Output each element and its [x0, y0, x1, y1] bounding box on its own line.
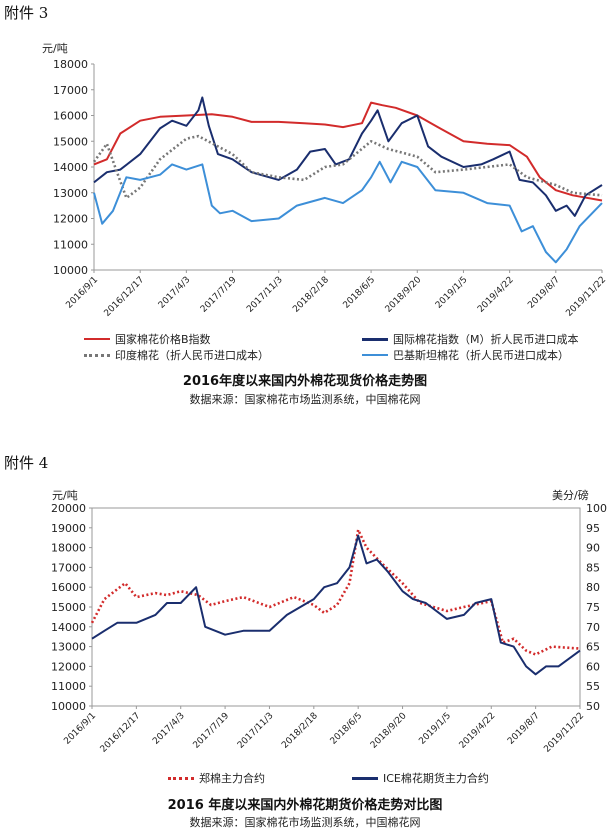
- x-tick-label: 2017/4/3: [151, 711, 187, 747]
- legend-label: 印度棉花（折人民币进口成本）: [115, 349, 269, 362]
- y-tick-label: 13000: [51, 641, 86, 654]
- x-tick-label: 2019/11/22: [542, 711, 586, 755]
- y-tick-label: 14000: [53, 161, 88, 174]
- y-axis-unit-right: 美分/磅: [552, 489, 589, 502]
- y-right-tick-label: 85: [586, 561, 600, 574]
- series-line: [90, 528, 581, 656]
- y-tick-label: 18000: [53, 58, 88, 71]
- y-tick-label: 17000: [51, 561, 86, 574]
- y-axis-unit: 元/吨: [52, 489, 78, 502]
- y-right-tick-label: 50: [586, 700, 600, 713]
- y-tick-label: 20000: [51, 502, 86, 515]
- x-tick-label: 2019/4/22: [458, 711, 498, 751]
- x-tick-label: 2016/9/1: [62, 711, 98, 747]
- legend-swatch: [84, 353, 110, 357]
- attachment-label: 附件 3: [4, 4, 49, 22]
- y-tick-label: 16000: [51, 581, 86, 594]
- y-tick-label: 18000: [51, 542, 86, 555]
- y-tick-label: 10000: [53, 264, 88, 277]
- legend-swatch: [362, 354, 388, 356]
- legend-swatch: [362, 337, 388, 341]
- y-tick-label: 10000: [51, 700, 86, 713]
- legend-label: 国际棉花指数（M）折人民币进口成本: [393, 333, 579, 346]
- y-right-tick-label: 95: [586, 522, 600, 535]
- y-right-tick-label: 100: [586, 502, 607, 515]
- y-tick-label: 12000: [51, 660, 86, 673]
- legend-label: 郑棉主力合约: [199, 772, 265, 785]
- y-right-tick-label: 70: [586, 621, 600, 634]
- y-right-tick-label: 55: [586, 680, 600, 693]
- y-tick-label: 15000: [51, 601, 86, 614]
- legend-item: 国家棉花价格B指数: [84, 331, 211, 347]
- legend-label: 国家棉花价格B指数: [115, 333, 211, 346]
- legend-swatch: [84, 338, 110, 340]
- series-line: [93, 96, 603, 217]
- y-tick-label: 11000: [53, 238, 88, 251]
- legend-swatch: [352, 776, 378, 780]
- spot-price-chart: 10000 11000 12000 13000 14000 15000 16000 17000…: [53, 58, 608, 319]
- attachment-label: 附件 4: [4, 454, 49, 472]
- chart-title: 2016年度以来国内外棉花现货价格走势图: [182, 374, 428, 389]
- y-axis-unit: 元/吨: [42, 42, 68, 55]
- x-tick-label: 2016/12/17: [99, 711, 143, 755]
- chart-source: 数据来源：国家棉花市场监测系统，中国棉花网: [189, 393, 421, 406]
- legend-item: 国际棉花指数（M）折人民币进口成本: [362, 331, 579, 347]
- x-tick-label: 2017/7/19: [192, 711, 232, 751]
- y-right-tick-label: 60: [586, 660, 600, 673]
- series-line: [93, 101, 603, 202]
- y-tick-label: 17000: [53, 84, 88, 97]
- y-right-tick-label: 90: [586, 542, 600, 555]
- y-right-tick-label: 80: [586, 581, 600, 594]
- series-line: [93, 160, 603, 264]
- y-tick-label: 16000: [53, 110, 88, 123]
- x-tick-label: 2018/2/18: [280, 711, 320, 751]
- y-tick-label: 19000: [51, 522, 86, 535]
- y-tick-label: 13000: [53, 187, 88, 200]
- x-tick-label: 2017/11/3: [236, 711, 276, 751]
- futures-price-chart: 10000 11000 12000 13000 14000 15000 16000 17000…: [51, 502, 607, 755]
- y-tick-label: 14000: [51, 621, 86, 634]
- y-right-tick-label: 65: [586, 641, 600, 654]
- plot-frame: [91, 507, 581, 707]
- legend-item: 郑棉主力合约: [168, 770, 265, 786]
- legend-swatch: [168, 776, 194, 780]
- y-tick-label: 12000: [53, 213, 88, 226]
- y-right-tick-label: 75: [586, 601, 600, 614]
- x-tick-label: 2019/8/7: [506, 711, 542, 747]
- x-tick-label: 2018/9/20: [369, 711, 409, 751]
- legend-item: 巴基斯坦棉花（折人民币进口成本）: [362, 347, 569, 363]
- chart-source: 数据来源：国家棉花市场监测系统，中国棉花网: [189, 816, 421, 829]
- chart-title: 2016 年度以来国内外棉花期货价格走势对比图: [167, 798, 443, 813]
- legend-item: 印度棉花（折人民币进口成本）: [84, 347, 269, 363]
- legend-label: ICE棉花期货主力合约: [383, 772, 489, 785]
- x-tick-label: 2019/1/5: [417, 711, 453, 747]
- y-tick-label: 15000: [53, 135, 88, 148]
- series-line: [91, 534, 581, 676]
- x-tick-label: 2018/6/5: [329, 711, 365, 747]
- y-tick-label: 11000: [51, 680, 86, 693]
- legend-item: ICE棉花期货主力合约: [352, 770, 489, 786]
- legend-label: 巴基斯坦棉花（折人民币进口成本）: [393, 349, 569, 362]
